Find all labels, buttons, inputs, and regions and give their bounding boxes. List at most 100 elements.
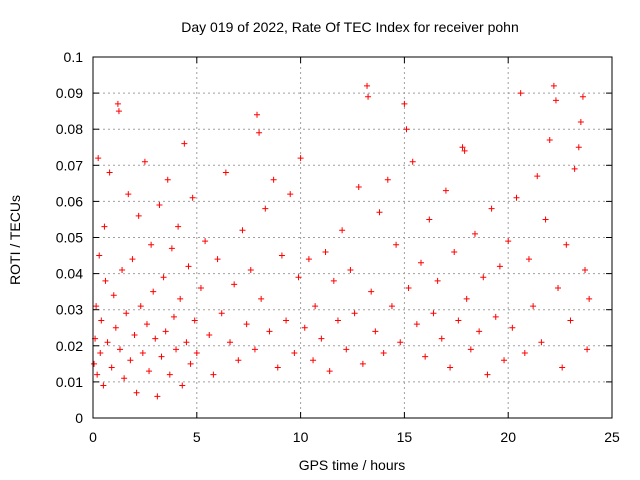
data-point	[270, 176, 277, 183]
data-point	[183, 339, 190, 346]
data-point	[480, 274, 487, 281]
data-point	[179, 382, 186, 389]
y-tick-label: 0.09	[56, 85, 83, 101]
data-point	[129, 256, 136, 263]
data-point	[173, 346, 180, 353]
data-point	[189, 194, 196, 201]
data-point	[582, 266, 589, 273]
data-point	[567, 317, 574, 324]
data-point	[343, 346, 350, 353]
chart-title: Day 019 of 2022, Rate Of TEC Index for r…	[181, 19, 518, 35]
data-point	[405, 285, 412, 292]
data-point	[496, 263, 503, 270]
data-point	[168, 245, 175, 252]
x-tick-label: 0	[89, 429, 97, 445]
data-point	[461, 147, 468, 154]
y-axis-label: ROTI / TECUs	[7, 195, 23, 285]
data-point	[372, 328, 379, 335]
data-point	[127, 357, 134, 364]
data-point	[202, 238, 209, 245]
data-point	[291, 350, 298, 357]
x-tick-label: 20	[500, 429, 516, 445]
data-point	[380, 350, 387, 357]
data-point	[555, 285, 562, 292]
data-point	[110, 292, 117, 299]
data-point	[139, 350, 146, 357]
data-point	[104, 339, 111, 346]
data-point	[384, 176, 391, 183]
x-tick-label: 10	[293, 429, 309, 445]
data-point	[579, 93, 586, 100]
x-tick-label: 5	[193, 429, 201, 445]
data-point	[187, 360, 194, 367]
data-point	[322, 248, 329, 255]
y-tick-label: 0.08	[56, 121, 83, 137]
data-point	[339, 227, 346, 234]
data-point	[133, 389, 140, 396]
data-point	[326, 368, 333, 375]
data-point	[235, 357, 242, 364]
data-point	[231, 281, 238, 288]
y-tick-label: 0	[75, 410, 83, 426]
x-axis-ticks: 0 5 10 15 20 25	[89, 57, 620, 445]
data-point	[577, 118, 584, 125]
data-point	[467, 346, 474, 353]
data-point	[143, 321, 150, 328]
data-point	[125, 191, 132, 198]
data-point	[115, 108, 122, 115]
data-point	[108, 364, 115, 371]
data-point	[93, 303, 100, 310]
data-point	[278, 252, 285, 259]
data-point	[455, 317, 462, 324]
data-point	[451, 248, 458, 255]
data-point	[94, 371, 101, 378]
data-point	[158, 353, 165, 360]
data-point	[95, 155, 102, 162]
data-point	[251, 346, 258, 353]
grid-lines	[93, 57, 612, 418]
data-point	[112, 324, 119, 331]
y-tick-label: 0.06	[56, 193, 83, 209]
data-point	[330, 277, 337, 284]
data-point	[97, 350, 104, 357]
data-point	[368, 288, 375, 295]
data-point	[442, 187, 449, 194]
data-point	[164, 176, 171, 183]
data-point	[287, 191, 294, 198]
data-point	[571, 165, 578, 172]
data-point	[430, 310, 437, 317]
data-point	[193, 350, 200, 357]
data-point	[413, 321, 420, 328]
x-tick-label: 25	[604, 429, 620, 445]
y-tick-label: 0.1	[64, 49, 84, 65]
data-point	[484, 371, 491, 378]
data-point	[355, 183, 362, 190]
data-point	[530, 303, 537, 310]
data-point	[160, 274, 167, 281]
data-point	[254, 111, 261, 118]
data-point	[152, 335, 159, 342]
data-point	[525, 256, 532, 263]
data-point	[154, 393, 161, 400]
data-point	[463, 295, 470, 302]
data-point	[517, 90, 524, 97]
y-tick-label: 0.03	[56, 302, 83, 318]
data-point	[191, 317, 198, 324]
data-point	[283, 317, 290, 324]
y-tick-label: 0.01	[56, 374, 83, 390]
data-point	[100, 382, 107, 389]
data-point	[214, 256, 221, 263]
data-point	[222, 169, 229, 176]
data-point	[197, 285, 204, 292]
data-point	[318, 335, 325, 342]
data-point	[447, 364, 454, 371]
data-point	[150, 288, 157, 295]
data-point	[409, 158, 416, 165]
data-point	[91, 360, 98, 367]
data-point	[401, 100, 408, 107]
data-point	[121, 375, 128, 382]
data-point	[137, 303, 144, 310]
data-point	[116, 346, 123, 353]
y-tick-label: 0.07	[56, 157, 83, 173]
